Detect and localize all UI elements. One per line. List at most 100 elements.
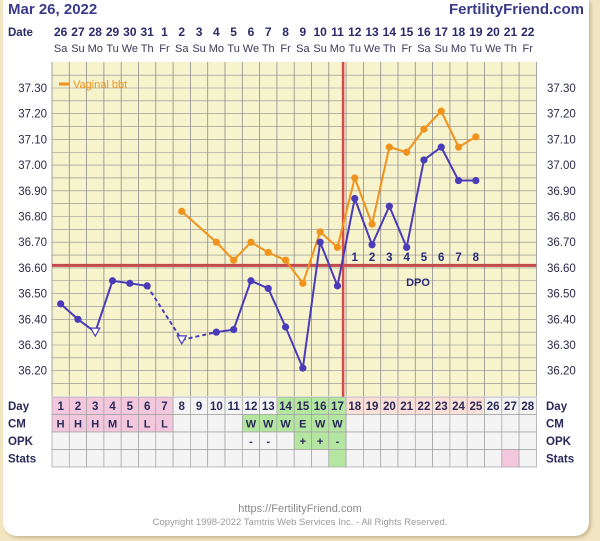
row-cell xyxy=(432,414,451,433)
series-segment xyxy=(59,303,79,321)
series-segment xyxy=(440,110,460,148)
date-tick: 16 xyxy=(417,25,431,39)
row-cell xyxy=(345,431,364,450)
day-row-cell: 17 xyxy=(331,401,344,413)
row-cell xyxy=(190,414,209,433)
series-segment xyxy=(267,288,287,328)
y-tick-right: 36.80 xyxy=(547,212,576,224)
day-row-cell: 12 xyxy=(245,401,258,413)
row-cell xyxy=(172,414,191,433)
cm-row-cell: L xyxy=(144,419,151,431)
data-point xyxy=(316,228,324,236)
y-tick-right: 36.60 xyxy=(547,263,576,275)
site-logo[interactable]: FertilityFriend.com xyxy=(448,1,584,18)
stats-row-label-left: Stats xyxy=(8,454,36,466)
row-cell xyxy=(484,414,503,433)
weekday-tick: Tu xyxy=(227,43,239,55)
date-tick: 27 xyxy=(71,25,85,39)
weekday-tick: Sa xyxy=(417,43,431,55)
date-tick: 29 xyxy=(106,25,120,39)
row-cell xyxy=(224,449,243,468)
dpo-number: 6 xyxy=(438,252,444,264)
series-segment xyxy=(371,205,391,246)
data-point xyxy=(351,194,359,203)
chart-date: Mar 26, 2022 xyxy=(8,1,98,18)
day-row-cell: 25 xyxy=(469,401,482,413)
row-cell xyxy=(501,414,520,433)
data-point xyxy=(264,248,272,257)
weekday-tick: Mo xyxy=(88,43,103,55)
y-tick-left: 36.90 xyxy=(18,186,47,198)
y-tick-right: 36.50 xyxy=(547,289,576,301)
day-row-cell: 16 xyxy=(314,401,327,413)
date-tick: 30 xyxy=(123,25,137,39)
footer-url[interactable]: https://FertilityFriend.com xyxy=(238,503,362,515)
row-cell xyxy=(414,449,433,468)
row-cell xyxy=(155,449,174,468)
y-tick-right: 36.30 xyxy=(547,340,576,352)
y-tick-right: 36.90 xyxy=(547,186,576,198)
date-tick: 19 xyxy=(469,25,483,39)
row-cell xyxy=(224,431,243,450)
data-point xyxy=(230,256,238,264)
row-cell xyxy=(363,414,382,433)
row-cell xyxy=(103,431,122,450)
data-point xyxy=(368,241,376,249)
cm-row-cell: H xyxy=(91,419,99,431)
series-segment xyxy=(440,146,460,181)
data-point xyxy=(333,243,342,251)
weekday-tick: We xyxy=(243,43,259,55)
cm-row-label-left: CM xyxy=(8,419,26,431)
y-tick-left: 36.30 xyxy=(18,340,47,352)
row-cell xyxy=(414,414,433,433)
y-tick-right: 36.70 xyxy=(547,237,576,249)
weekday-tick: We xyxy=(485,43,501,55)
day-row-cell: 27 xyxy=(504,401,517,413)
series-segment xyxy=(423,110,442,130)
day-row-cell: 26 xyxy=(487,401,500,413)
row-cell xyxy=(241,449,260,468)
row-cell xyxy=(518,449,537,468)
day-row-label-right: Day xyxy=(546,401,568,413)
data-point xyxy=(74,315,82,323)
date-tick: 6 xyxy=(248,25,255,39)
cm-row-cell: W xyxy=(315,419,326,431)
weekday-tick: Fr xyxy=(159,43,170,55)
weekday-tick: Tu xyxy=(470,43,482,55)
date-tick: 22 xyxy=(521,25,535,39)
row-cell xyxy=(311,449,330,468)
weekday-tick: Th xyxy=(141,43,154,55)
series-segment xyxy=(284,259,304,284)
row-cell xyxy=(432,431,451,450)
day-row-cell: 18 xyxy=(348,401,361,413)
date-tick: 8 xyxy=(282,25,289,39)
series-segment xyxy=(94,280,114,333)
series-segment xyxy=(301,242,322,369)
y-tick-right: 37.30 xyxy=(547,83,576,95)
data-point-open xyxy=(89,327,101,338)
day-row-cell: 21 xyxy=(400,401,413,413)
y-tick-left: 36.60 xyxy=(18,263,47,275)
day-row-cell: 6 xyxy=(144,401,150,413)
data-point xyxy=(57,300,65,308)
weekday-tick: Tu xyxy=(349,43,361,55)
weekday-tick: Mo xyxy=(209,43,224,55)
row-cell xyxy=(449,431,468,450)
row-cell xyxy=(120,449,139,468)
day-row-cell: 7 xyxy=(161,401,167,413)
date-tick: 5 xyxy=(230,25,237,39)
weekday-tick: Fr xyxy=(401,43,412,55)
row-cell xyxy=(466,431,485,450)
opk-row-cell: + xyxy=(300,436,306,448)
day-row-cell: 2 xyxy=(75,401,81,413)
day-row-cell: 5 xyxy=(127,401,134,413)
row-cell xyxy=(120,431,139,450)
date-tick: 9 xyxy=(300,25,307,39)
data-point xyxy=(212,238,220,246)
weekday-tick: Sa xyxy=(54,43,68,55)
data-point xyxy=(281,323,290,331)
row-cell xyxy=(397,431,416,450)
day-row-cell: 22 xyxy=(418,401,431,413)
row-cell xyxy=(449,414,468,433)
row-cell xyxy=(172,449,191,468)
